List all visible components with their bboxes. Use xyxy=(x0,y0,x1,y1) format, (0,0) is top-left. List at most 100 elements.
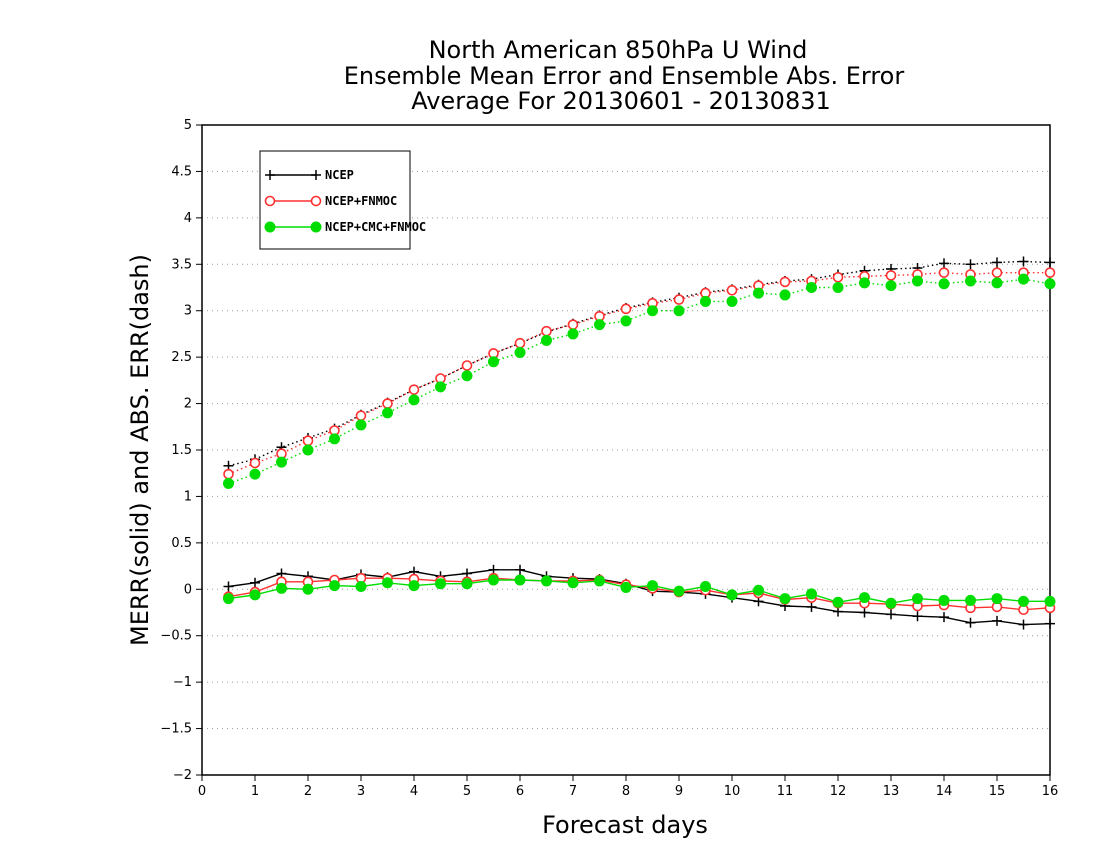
legend-label-ncep: NCEP xyxy=(325,168,354,182)
data-point-mean-err-ncep-cmc-fnmoc xyxy=(355,581,367,592)
series-layer xyxy=(223,256,1056,630)
chart-title: North American 850hPa U Wind Ensemble Me… xyxy=(344,36,905,115)
legend-marker-ncep-cmc-fnmoc xyxy=(264,221,276,233)
data-point-mean-err-ncep-cmc-fnmoc xyxy=(885,597,897,609)
data-point-abs-err-ncep xyxy=(939,258,949,269)
data-point-abs-err-ncep-cmc-fnmoc xyxy=(1044,278,1056,290)
data-point-abs-err-ncep-cmc-fnmoc xyxy=(620,315,632,327)
y-tick-label: 3.5 xyxy=(171,257,192,272)
data-point-abs-err-ncep-cmc-fnmoc xyxy=(991,277,1003,289)
data-point-mean-err-ncep-cmc-fnmoc xyxy=(726,589,738,601)
data-point-abs-err-ncep-fnmoc xyxy=(620,303,632,315)
data-point-abs-err-ncep-cmc-fnmoc xyxy=(1018,273,1029,285)
data-point-abs-err-ncep xyxy=(1045,257,1055,268)
data-point-mean-err-ncep-cmc-fnmoc xyxy=(673,585,685,597)
data-point-mean-err-ncep xyxy=(912,611,923,622)
data-point-mean-err-ncep-cmc-fnmoc xyxy=(912,593,923,605)
x-tick-label: 7 xyxy=(569,784,577,799)
data-point-mean-err-ncep xyxy=(859,607,870,618)
data-point-mean-err-ncep-cmc-fnmoc xyxy=(779,593,791,605)
legend-box xyxy=(259,150,411,250)
data-point-abs-err-ncep-cmc-fnmoc xyxy=(488,356,499,368)
y-tick-label: 0 xyxy=(184,582,192,597)
data-point-mean-err-ncep-cmc-fnmoc xyxy=(700,581,711,592)
series-line-abs-err-ncep xyxy=(228,260,1051,467)
data-point-abs-err-ncep-cmc-fnmoc xyxy=(541,334,552,346)
data-point-abs-err-ncep xyxy=(965,259,976,270)
data-point-abs-err-ncep-cmc-fnmoc xyxy=(276,456,287,468)
data-point-mean-err-ncep-cmc-fnmoc xyxy=(223,593,234,605)
chart-title-line-1: North American 850hPa U Wind xyxy=(429,36,808,64)
y-tick-label: −1 xyxy=(173,675,192,690)
y-tick-label: −0.5 xyxy=(160,629,192,644)
data-point-abs-err-ncep-fnmoc xyxy=(355,410,367,421)
data-point-mean-err-ncep-cmc-fnmoc xyxy=(329,580,340,592)
chart-title-line-3: Average For 20130601 - 20130831 xyxy=(411,87,831,115)
data-point-mean-err-ncep-cmc-fnmoc xyxy=(647,580,658,592)
data-point-abs-err-ncep-fnmoc xyxy=(673,294,685,305)
data-point-abs-err-ncep-cmc-fnmoc xyxy=(408,394,420,406)
y-tick-label: 4 xyxy=(184,211,192,226)
data-point-mean-err-ncep-cmc-fnmoc xyxy=(541,575,552,587)
legend: NCEP NCEP+FNMOC NCEP+CMC+FNMOC xyxy=(259,150,426,250)
data-point-abs-err-ncep-fnmoc xyxy=(832,271,844,283)
data-point-abs-err-ncep-cmc-fnmoc xyxy=(329,433,340,445)
y-tick-label: 5 xyxy=(184,118,192,133)
data-point-abs-err-ncep-fnmoc xyxy=(382,398,393,409)
series-line-abs-err-ncep-fnmoc xyxy=(228,271,1050,475)
x-tick-label: 0 xyxy=(198,784,206,799)
data-point-mean-err-ncep-cmc-fnmoc xyxy=(965,594,976,606)
y-tick-label: 1.5 xyxy=(171,443,192,458)
data-point-abs-err-ncep-fnmoc xyxy=(779,276,791,288)
data-point-abs-err-ncep-cmc-fnmoc xyxy=(435,381,446,393)
x-tick-label: 14 xyxy=(936,784,953,799)
data-point-abs-err-ncep-cmc-fnmoc xyxy=(461,370,473,382)
y-tick-label: 2.5 xyxy=(171,350,192,365)
data-point-mean-err-ncep-cmc-fnmoc xyxy=(620,581,632,593)
data-point-abs-err-ncep-cmc-fnmoc xyxy=(885,280,897,292)
x-tick-label: 5 xyxy=(463,784,471,799)
data-point-mean-err-ncep xyxy=(515,564,525,575)
data-point-mean-err-ncep xyxy=(223,581,234,592)
data-point-abs-err-ncep xyxy=(1018,256,1029,267)
x-tick-label: 6 xyxy=(516,784,524,799)
data-point-abs-err-ncep-cmc-fnmoc xyxy=(806,282,817,293)
data-point-mean-err-ncep-cmc-fnmoc xyxy=(753,584,764,596)
data-point-mean-err-ncep-cmc-fnmoc xyxy=(382,577,393,589)
data-point-abs-err-ncep-cmc-fnmoc xyxy=(859,277,870,289)
y-tick-label: 3 xyxy=(184,304,192,319)
x-axis-title: Forecast days xyxy=(542,811,708,839)
data-point-mean-err-ncep xyxy=(1018,619,1029,630)
x-tick-label: 16 xyxy=(1042,784,1059,799)
data-point-mean-err-ncep-cmc-fnmoc xyxy=(991,593,1003,605)
data-point-mean-err-ncep xyxy=(992,615,1002,626)
data-point-abs-err-ncep-cmc-fnmoc xyxy=(938,278,950,290)
data-point-abs-err-ncep-fnmoc xyxy=(302,435,314,447)
x-tick-label: 3 xyxy=(357,784,365,799)
data-point-mean-err-ncep-cmc-fnmoc xyxy=(1044,595,1056,607)
data-point-abs-err-ncep-cmc-fnmoc xyxy=(223,477,234,489)
data-point-abs-err-ncep-fnmoc xyxy=(223,468,234,480)
x-tick-label: 1 xyxy=(251,784,259,799)
x-tick-label: 10 xyxy=(724,784,741,799)
legend-label-ncep-fnmoc: NCEP+FNMOC xyxy=(325,194,397,208)
x-tick-label: 2 xyxy=(304,784,312,799)
data-point-abs-err-ncep-cmc-fnmoc xyxy=(355,419,367,431)
data-point-abs-err-ncep-fnmoc xyxy=(885,270,897,281)
legend-marker-ncep-cmc-fnmoc xyxy=(310,221,322,233)
data-point-mean-err-ncep-cmc-fnmoc xyxy=(276,582,287,594)
data-point-abs-err-ncep-fnmoc xyxy=(249,457,261,469)
legend-label-ncep-cmc-fnmoc: NCEP+CMC+FNMOC xyxy=(325,220,426,234)
y-tick-label: 1 xyxy=(184,489,192,504)
data-point-mean-err-ncep xyxy=(1045,618,1055,629)
x-tick-label: 15 xyxy=(989,784,1006,799)
data-point-abs-err-ncep-cmc-fnmoc xyxy=(302,444,314,456)
series-line-mean-err-ncep-fnmoc xyxy=(228,577,1051,611)
x-tick-label: 9 xyxy=(675,784,683,799)
data-point-abs-err-ncep-cmc-fnmoc xyxy=(700,295,711,307)
legend-marker-ncep xyxy=(265,170,275,180)
x-axis: 0 1 2 3 4 5 6 7 8 9 10 11 12 13 14 15 16 xyxy=(198,775,1058,799)
data-point-abs-err-ncep-cmc-fnmoc xyxy=(594,319,605,331)
y-tick-label: −2 xyxy=(173,768,192,783)
